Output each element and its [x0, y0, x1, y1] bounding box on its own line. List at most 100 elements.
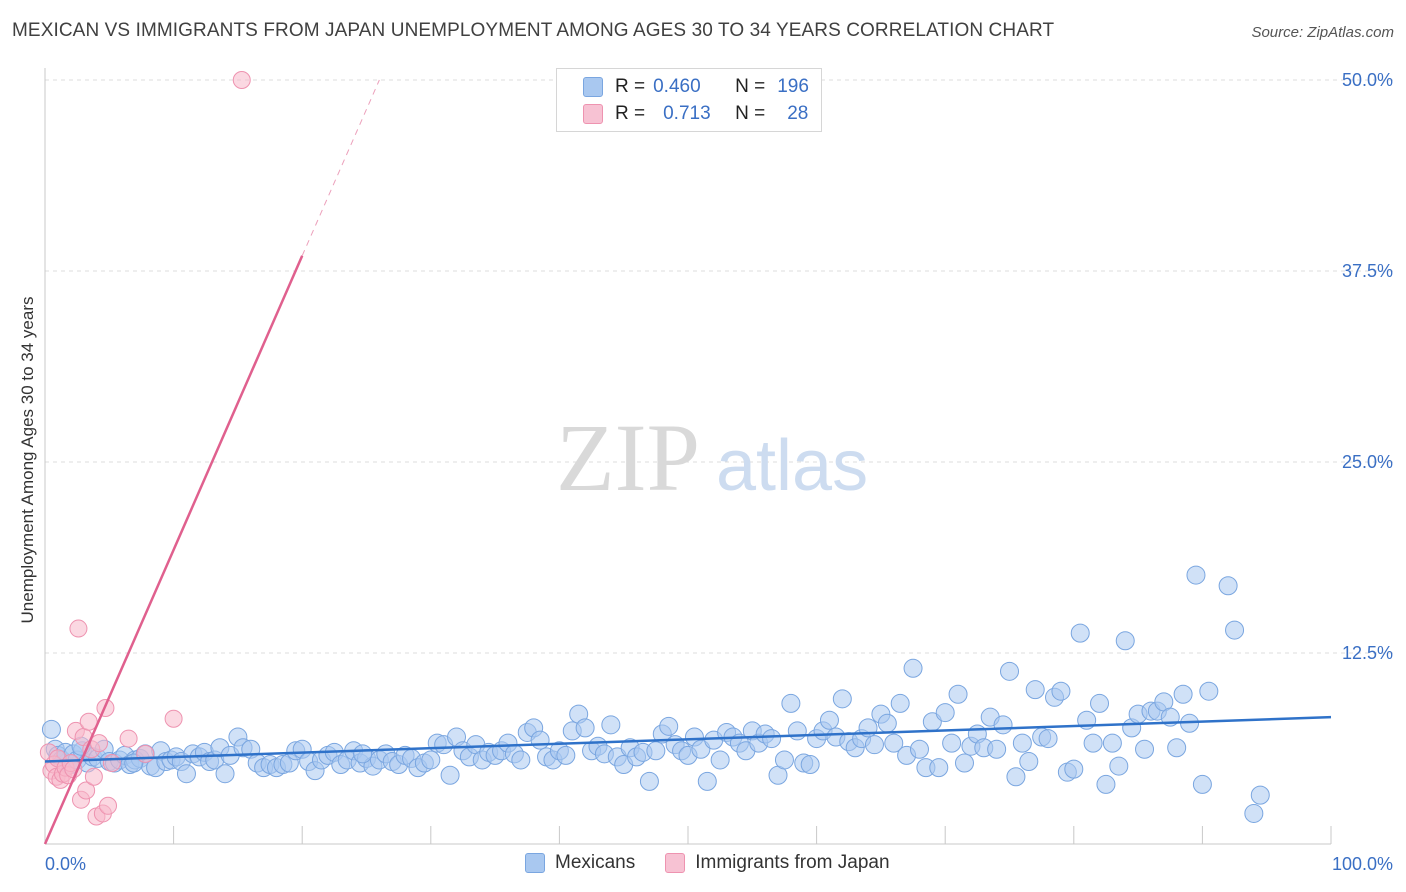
mexican-point: [1064, 759, 1084, 779]
legend-n-label: N =: [735, 103, 766, 124]
mexican-point: [1012, 733, 1032, 753]
mexican-point: [176, 764, 196, 784]
watermark-zip: ZIP: [556, 404, 700, 511]
mexican-point: [1096, 774, 1116, 794]
mexican-point: [1186, 565, 1206, 585]
y-tick-label: 12.5%: [1342, 643, 1393, 663]
mexican-point: [601, 715, 621, 735]
y-tick-label: 50.0%: [1342, 70, 1393, 90]
mexican-point: [1025, 680, 1045, 700]
mexican-point: [41, 719, 61, 739]
mexican-point: [1218, 576, 1238, 596]
mexican-point: [530, 730, 550, 750]
mexican-point: [1115, 631, 1135, 651]
mexican-point: [832, 689, 852, 709]
mexicans-swatch: [525, 853, 545, 873]
legend-label-japan: Immigrants from Japan: [695, 852, 890, 873]
mexican-point: [1070, 623, 1090, 643]
mexican-point: [697, 771, 717, 791]
japan-point: [84, 767, 103, 786]
japan-point: [77, 781, 96, 800]
watermark-atlas: atlas: [716, 426, 868, 506]
mexican-point: [1102, 733, 1122, 753]
mexican-point: [1006, 767, 1026, 787]
mexican-point: [215, 764, 235, 784]
mexican-point: [1173, 684, 1193, 704]
mexicans-trend-line: [44, 715, 1332, 763]
legend-row-mexicans: R = 0.460 N = 196: [583, 74, 809, 100]
japan-trend-extension: [301, 79, 380, 256]
mexican-point: [819, 710, 839, 730]
mexican-point: [691, 739, 711, 759]
japan-swatch: [665, 853, 686, 873]
y-axis-label: Unemployment Among Ages 30 to 34 years: [18, 296, 37, 624]
mexican-point: [1192, 774, 1212, 794]
mexican-point: [639, 771, 659, 791]
legend-n-value: 196: [777, 76, 809, 97]
legend-r-value: 0.460: [653, 76, 701, 97]
mexican-point: [929, 758, 949, 778]
legend-r-value: 0.713: [663, 103, 711, 124]
legend-r-label: R =: [615, 103, 646, 124]
mexican-point: [884, 733, 904, 753]
mexican-point: [1199, 681, 1219, 701]
axes: [44, 68, 1332, 845]
mexican-point: [1019, 751, 1039, 771]
tick-labels: 12.5% 25.0% 37.5% 50.0% 0.0% 100.0%: [45, 70, 1393, 874]
legend-item-japan: Immigrants from Japan: [665, 852, 890, 874]
legend-r-label: R =: [615, 76, 646, 97]
mexican-point: [877, 713, 897, 733]
mexican-point: [1244, 803, 1264, 823]
mexican-point: [659, 716, 679, 736]
mexicans-points: [41, 565, 1270, 823]
legend-n-label: N =: [735, 76, 766, 97]
legend-row-japan: R = 0.713 N = 28: [583, 101, 808, 127]
trend-lines: [43, 79, 1332, 845]
mexican-point: [787, 721, 807, 741]
mexican-point: [800, 755, 820, 775]
mexican-point: [1109, 756, 1129, 776]
mexican-point: [942, 733, 962, 753]
correlation-legend: R = 0.460 N = 196 R = 0.713 N = 28: [556, 68, 822, 132]
mexican-point: [774, 750, 794, 770]
mexican-point: [353, 744, 373, 764]
japan-swatch: [583, 104, 603, 124]
y-tick-label: 25.0%: [1342, 452, 1393, 472]
japan-point: [119, 729, 138, 748]
mexican-point: [948, 684, 968, 704]
japan-point: [99, 796, 118, 815]
mexican-point: [864, 735, 884, 755]
mexican-point: [1038, 729, 1058, 749]
mexican-point: [954, 753, 974, 773]
japan-point: [232, 71, 251, 89]
mexican-point: [762, 729, 782, 749]
mexican-point: [421, 750, 441, 770]
mexican-point: [575, 718, 595, 738]
y-tick-label: 37.5%: [1342, 261, 1393, 281]
source-label: Source: ZipAtlas.com: [1251, 24, 1394, 41]
japan-point: [102, 754, 121, 773]
mexican-point: [890, 693, 910, 713]
mexican-point: [903, 658, 923, 678]
legend-item-mexicans: Mexicans: [525, 852, 635, 874]
legend-n-value: 28: [787, 103, 809, 124]
mexican-point: [1083, 733, 1103, 753]
mexican-point: [646, 741, 666, 761]
mexican-point: [1167, 738, 1187, 758]
mexican-point: [556, 745, 576, 765]
mexican-point: [935, 703, 955, 723]
legend-label-mexicans: Mexicans: [555, 852, 636, 873]
chart-title: MEXICAN VS IMMIGRANTS FROM JAPAN UNEMPLO…: [12, 20, 1055, 41]
japan-point: [69, 619, 88, 638]
mexican-point: [511, 750, 531, 770]
mexican-point: [1051, 681, 1071, 701]
mexican-point: [987, 739, 1007, 759]
mexican-point: [1000, 661, 1019, 681]
mexicans-swatch: [583, 77, 603, 97]
x-tick-label: 0.0%: [45, 854, 86, 874]
mexican-point: [1090, 693, 1110, 713]
mexican-point: [710, 750, 730, 770]
mexican-point: [1225, 620, 1245, 640]
mexican-point: [781, 693, 801, 713]
